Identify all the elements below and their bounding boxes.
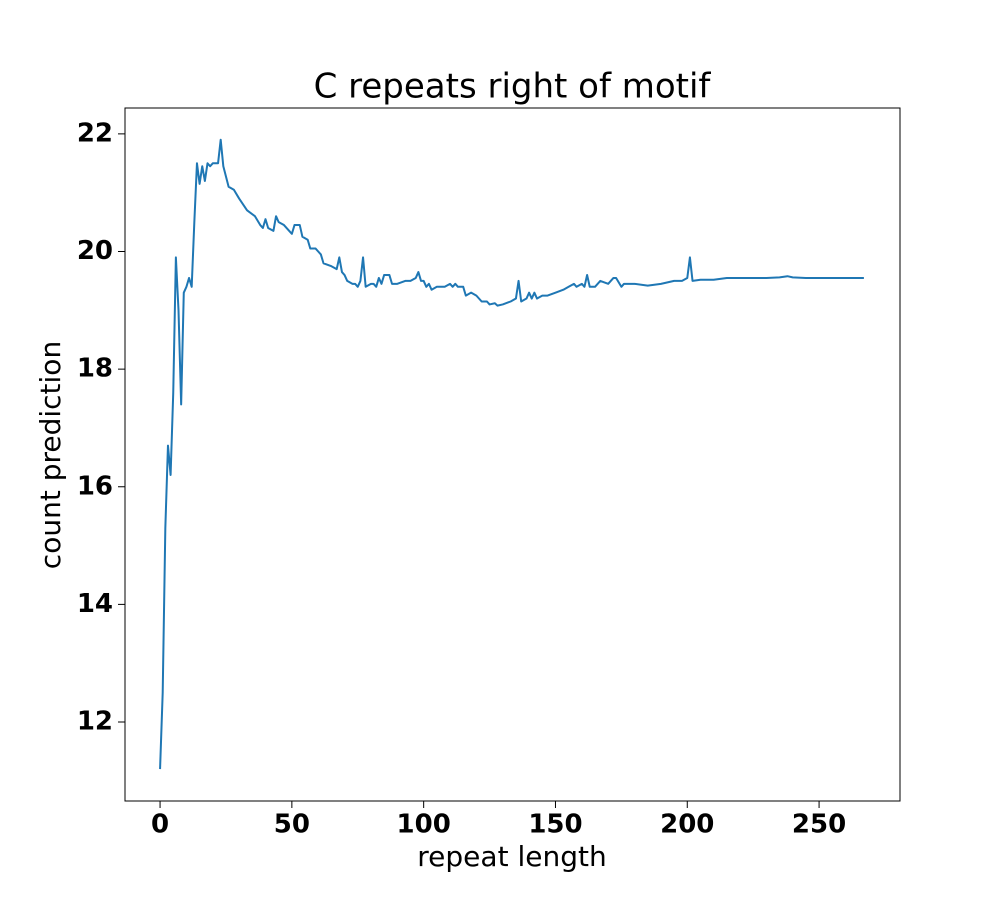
- y-tick-label: 12: [77, 707, 113, 737]
- y-tick-label: 22: [77, 118, 113, 148]
- chart-title: C repeats right of motif: [314, 67, 712, 107]
- x-tick-label: 250: [792, 810, 846, 840]
- x-tick-label: 100: [397, 810, 451, 840]
- y-axis-label: count prediction: [34, 341, 67, 569]
- x-axis-label: repeat length: [417, 840, 606, 873]
- y-tick-label: 16: [77, 471, 113, 501]
- y-tick-label: 20: [77, 236, 113, 266]
- line: [159, 138, 864, 770]
- x-tick-label: 0: [151, 810, 169, 840]
- x-tick-label: 50: [274, 810, 310, 840]
- plot-frame: [124, 107, 901, 802]
- x-tick-label: 150: [528, 810, 582, 840]
- y-tick-label: 18: [77, 354, 113, 384]
- x-tick-label: 200: [660, 810, 714, 840]
- y-tick-label: 14: [77, 589, 113, 619]
